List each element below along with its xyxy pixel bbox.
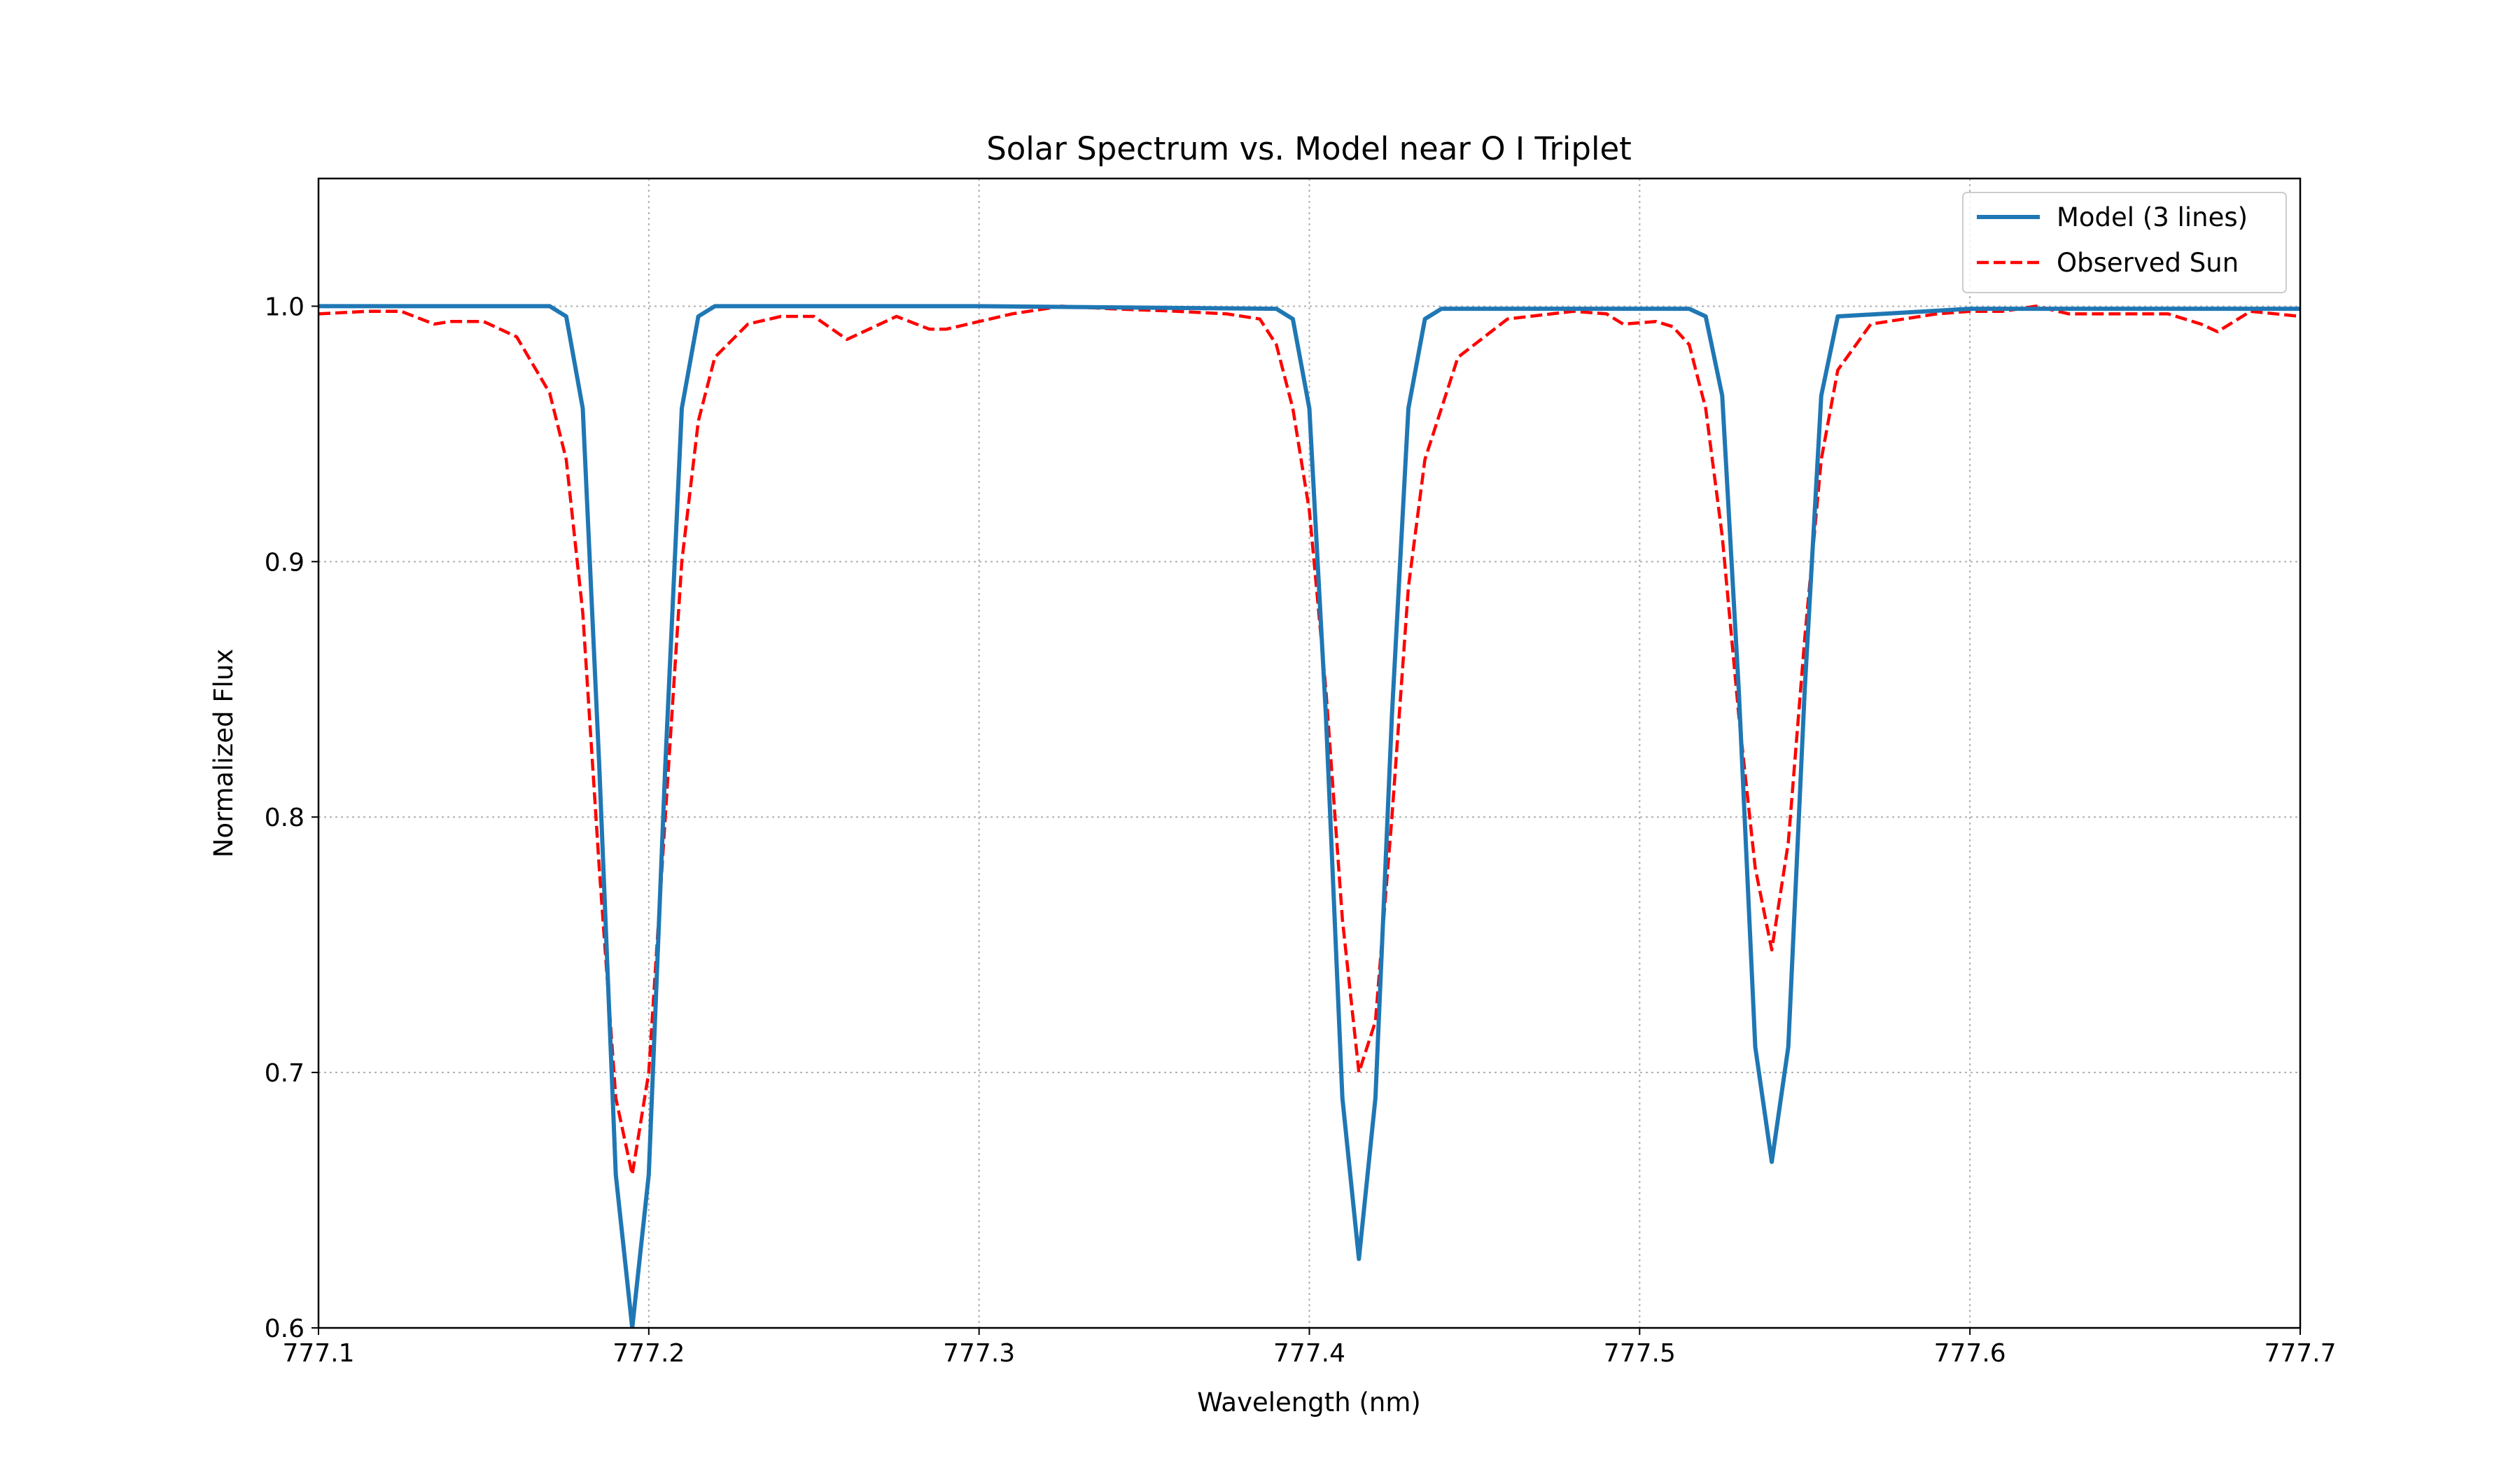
series-layer [318, 304, 2300, 1328]
y-tick-label: 0.6 [265, 1315, 304, 1343]
y-tick-label: 0.8 [265, 804, 304, 832]
legend-box [1962, 192, 2287, 293]
x-tick-label: 777.2 [612, 1339, 685, 1368]
x-tick-label: 777.5 [1604, 1339, 1676, 1368]
x-tick-label: 777.7 [2264, 1339, 2336, 1368]
x-tick-label: 777.3 [943, 1339, 1015, 1368]
y-tick-label: 0.7 [265, 1059, 304, 1088]
x-axis-label: Wavelength (nm) [1197, 1387, 1421, 1418]
legend: Model (3 lines) Observed Sun [1962, 192, 2287, 293]
x-tick-label: 777.6 [1934, 1339, 2006, 1368]
chart-title: Solar Spectrum vs. Model near O I Triple… [986, 130, 1632, 167]
legend-label-model: Model (3 lines) [2057, 202, 2248, 232]
series-model [318, 304, 2300, 1328]
series-observed-sun [318, 304, 2300, 1177]
x-tick-label: 777.4 [1273, 1339, 1345, 1368]
x-tick-label: 777.1 [282, 1339, 354, 1368]
y-tick-label: 0.9 [265, 548, 304, 577]
ticks: 777.1 777.2 777.3 777.4 777.5 777.6 777.7 0.6 0.… [265, 293, 2337, 1368]
y-axis-label: Normalized Flux [209, 649, 239, 858]
legend-label-observed: Observed Sun [2057, 248, 2239, 278]
y-tick-label: 1.0 [265, 293, 304, 321]
